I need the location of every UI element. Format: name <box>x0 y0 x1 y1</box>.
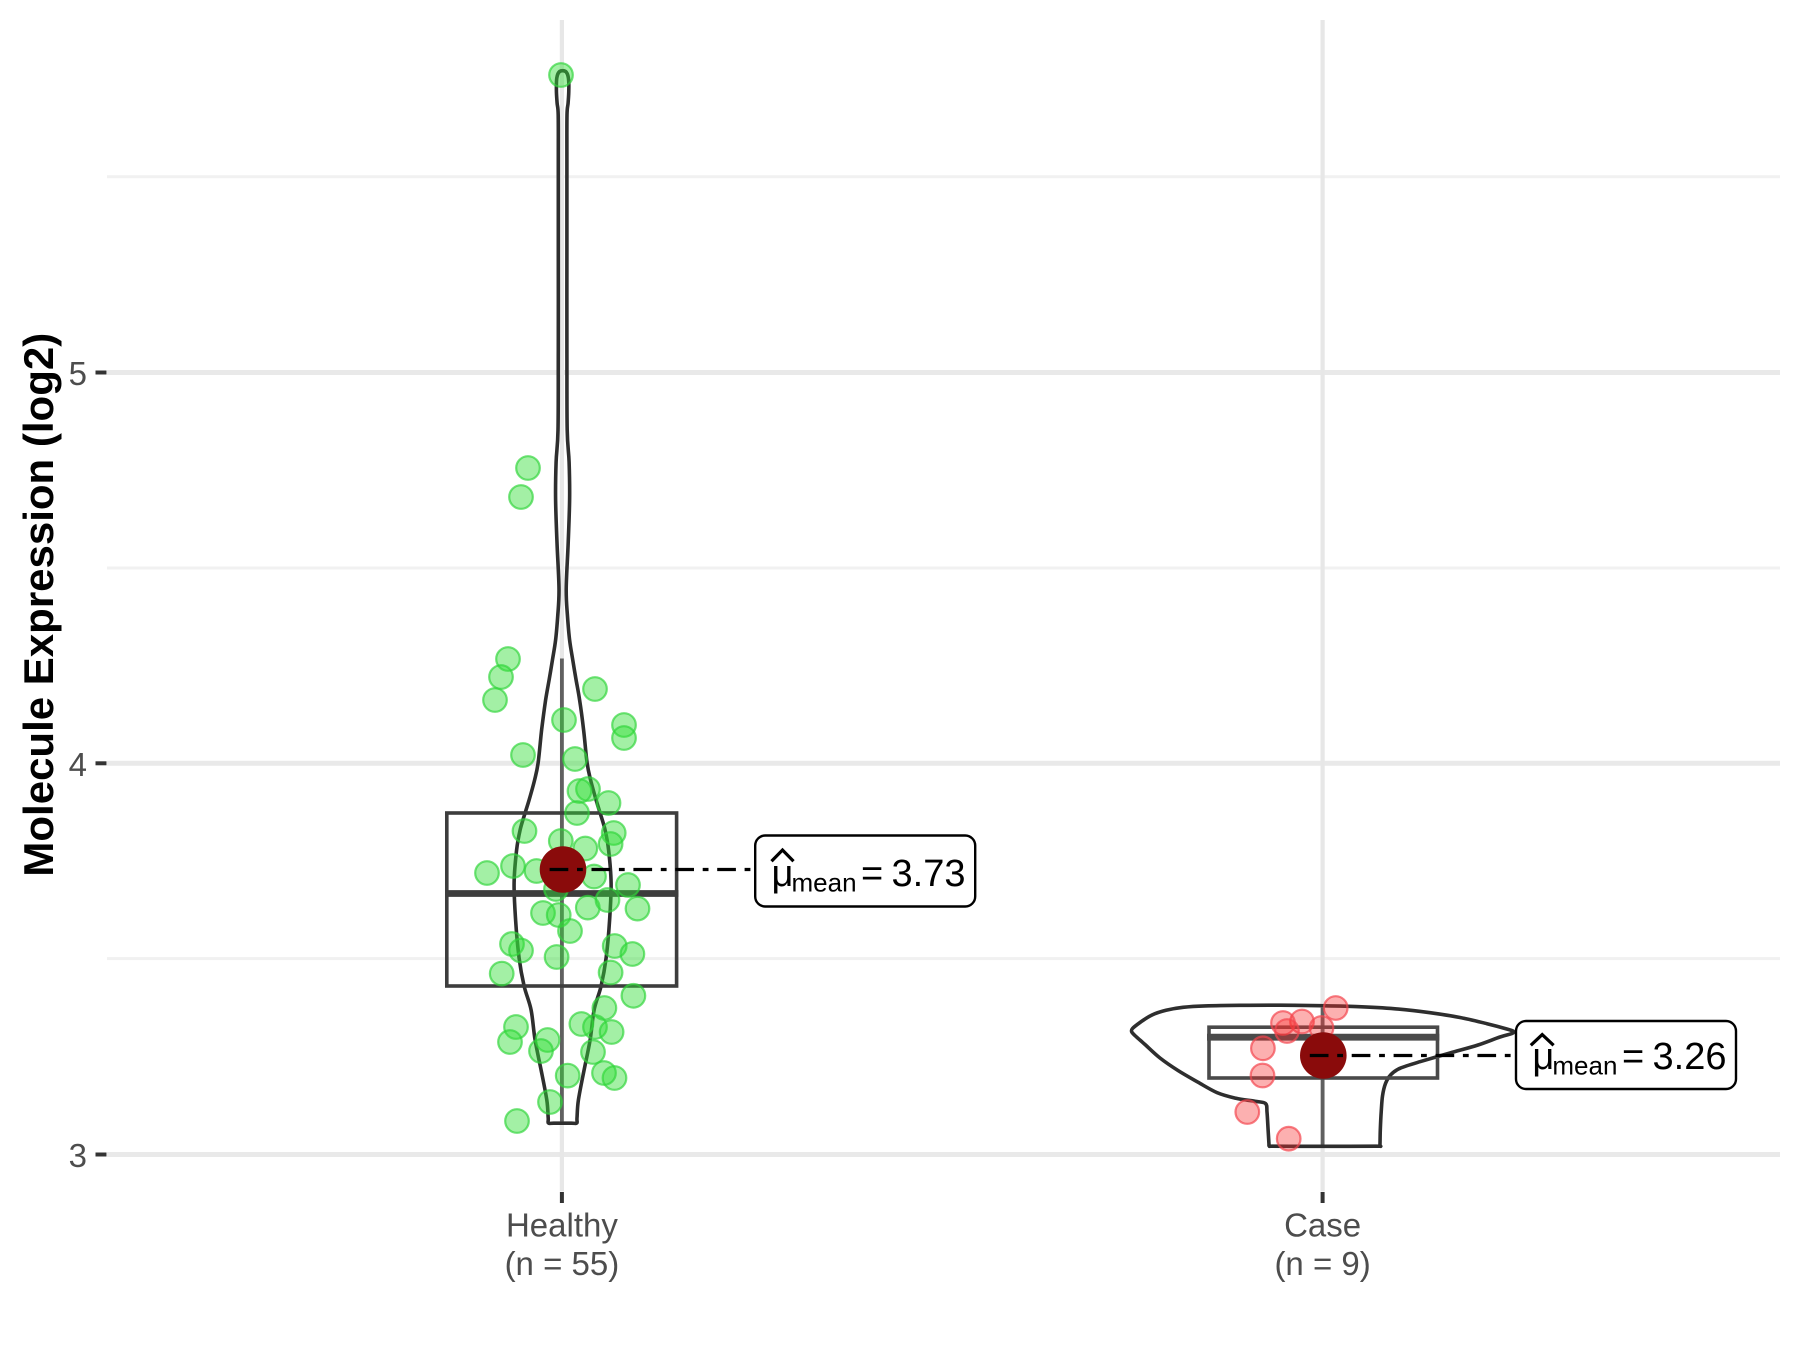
svg-text:(n = 9): (n = 9) <box>1274 1245 1370 1282</box>
svg-text:(n = 55): (n = 55) <box>505 1245 620 1282</box>
svg-text:mean: mean <box>1552 1051 1617 1081</box>
svg-text:=: = <box>1622 1036 1644 1078</box>
svg-text:3: 3 <box>69 1137 87 1174</box>
svg-text:4: 4 <box>69 746 87 783</box>
svg-text:mean: mean <box>792 868 857 898</box>
svg-text:μ: μ <box>772 853 794 895</box>
svg-text:Molecule Expression (log2): Molecule Expression (log2) <box>15 333 62 877</box>
svg-text:μ: μ <box>1532 1036 1554 1078</box>
svg-text:5: 5 <box>69 355 87 392</box>
svg-text:Healthy: Healthy <box>506 1207 618 1244</box>
svg-text:3.73: 3.73 <box>892 853 966 895</box>
svg-text:Case: Case <box>1284 1207 1361 1244</box>
svg-text:3.26: 3.26 <box>1653 1036 1727 1078</box>
svg-text:=: = <box>861 853 883 895</box>
